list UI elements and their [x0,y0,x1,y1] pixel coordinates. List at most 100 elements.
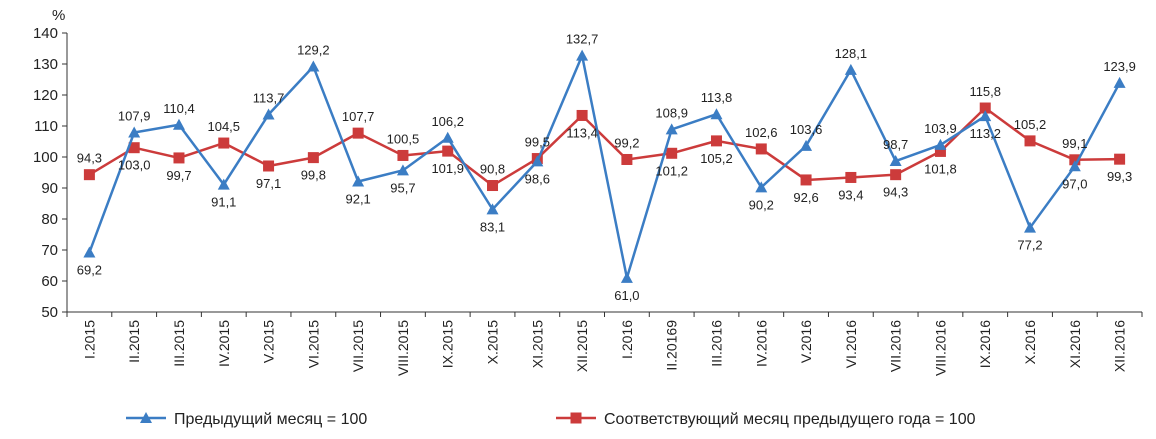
y-tick-label: 120 [33,87,58,104]
data-label: 105,2 [700,151,733,166]
data-label: 99,2 [614,135,639,150]
data-label: 97,1 [256,176,281,191]
series-1-point [1024,135,1036,147]
y-tick-label: 110 [34,118,58,135]
x-tick-label: IV.2016 [753,320,769,367]
series-0-point [889,155,902,167]
series-1-point [218,137,230,149]
data-label: 113,4 [566,125,598,140]
y-tick-label: 70 [41,242,58,259]
data-label: 108,9 [655,105,688,120]
series-0-point [755,181,768,193]
series-1-point [800,174,812,186]
x-tick-label: XII.2016 [1112,320,1128,372]
data-label: 98,6 [525,171,550,186]
x-tick-label: XI.2016 [1067,320,1083,368]
series-1-point [666,147,678,159]
data-label: 105,2 [1014,117,1047,132]
data-label: 101,8 [924,161,957,176]
series-1-point [1114,153,1126,165]
data-label: 104,5 [207,119,240,134]
legend: Предыдущий месяц = 100 Соответствующий ме… [126,411,976,428]
series-0-point [710,108,723,120]
legend-marker-0 [140,412,152,423]
series-1-point [442,145,454,157]
series-1-point [128,142,140,154]
data-label: 128,1 [835,46,868,61]
x-tick-label: VII.2016 [888,320,904,372]
data-label: 61,0 [614,288,639,303]
series-lines [83,49,1126,283]
data-label: 129,2 [297,42,330,57]
series-1-point [890,169,902,181]
x-tick-label: IX.2016 [977,320,993,368]
series-0-point [1113,76,1126,88]
y-tick-label: 60 [41,273,58,290]
x-tick-label: I.2016 [619,320,635,359]
x-tick-label: XI.2015 [529,320,545,368]
series-0-point [486,203,499,215]
data-label: 113,8 [701,90,733,105]
series-0-point [979,110,992,122]
series-0-point [352,175,365,187]
x-tick-label: X.2015 [485,320,501,365]
data-label: 103,9 [924,121,957,136]
series-line-1 [88,106,1120,187]
data-label: 91,1 [211,195,236,210]
data-label: 93,4 [838,187,863,202]
x-tick-label: V.2015 [261,320,277,363]
series-0-point [83,246,96,258]
series-0-point [128,126,141,138]
data-label: 102,6 [745,125,778,140]
axes: 50 60 70 80 90 100 110 120 130 140% I.2015 II.2015 I… [33,7,1143,376]
series-1-point [263,160,275,172]
series-1-point [352,127,364,139]
x-tick-label: XII.2015 [574,320,590,372]
series-1-point [621,153,633,165]
legend-label-0: Предыдущий месяц = 100 [174,411,367,428]
series-1-point [307,152,319,164]
data-label: 94,3 [883,185,908,200]
series-0-point [800,139,813,151]
x-tick-label: VI.2015 [305,320,321,368]
legend-marker-1 [570,412,582,424]
y-tick-label: 130 [33,56,58,73]
series-1-point [979,102,991,114]
data-label: 107,7 [342,109,375,124]
series-0-point [172,118,185,130]
series-1-point [487,180,499,192]
x-tick-label: III.2016 [708,320,724,367]
data-label: 92,6 [793,190,818,205]
y-tick-label: 50 [41,304,58,321]
series-1-point [934,145,946,157]
x-tick-label: VII.2015 [350,320,366,372]
data-label: 110,4 [163,101,195,116]
data-label: 92,1 [345,191,370,206]
x-tick-label: VIII.2016 [932,320,948,376]
series-0-point [217,178,230,190]
data-label: 99,3 [1107,169,1132,184]
data-label: 103,6 [790,122,823,137]
data-labels: 69,2 94,3 107,9 103,0 110,4 99,7 91,1 104,5 113,… [77,32,1136,303]
series-line-0 [88,54,1121,280]
series-0-point [844,63,857,75]
x-tick-label: IV.2015 [216,320,232,367]
data-label: 95,7 [390,180,415,195]
data-label: 99,5 [525,135,550,150]
series-1-point [173,152,185,164]
x-tick-label: I.2015 [81,320,97,359]
x-tick-label: III.2015 [171,320,187,367]
series-0-point [307,60,320,72]
data-label: 99,8 [301,168,326,183]
series-1-point [845,171,857,183]
data-label: 113,2 [969,126,1001,141]
data-label: 69,2 [77,262,102,277]
data-label: 99,1 [1062,136,1087,151]
series-0-point [396,164,409,176]
data-label: 101,2 [655,163,688,178]
data-label: 94,3 [77,151,102,166]
series-1-point [710,135,722,147]
series-1-point [755,143,767,155]
series-1-point [576,109,588,121]
